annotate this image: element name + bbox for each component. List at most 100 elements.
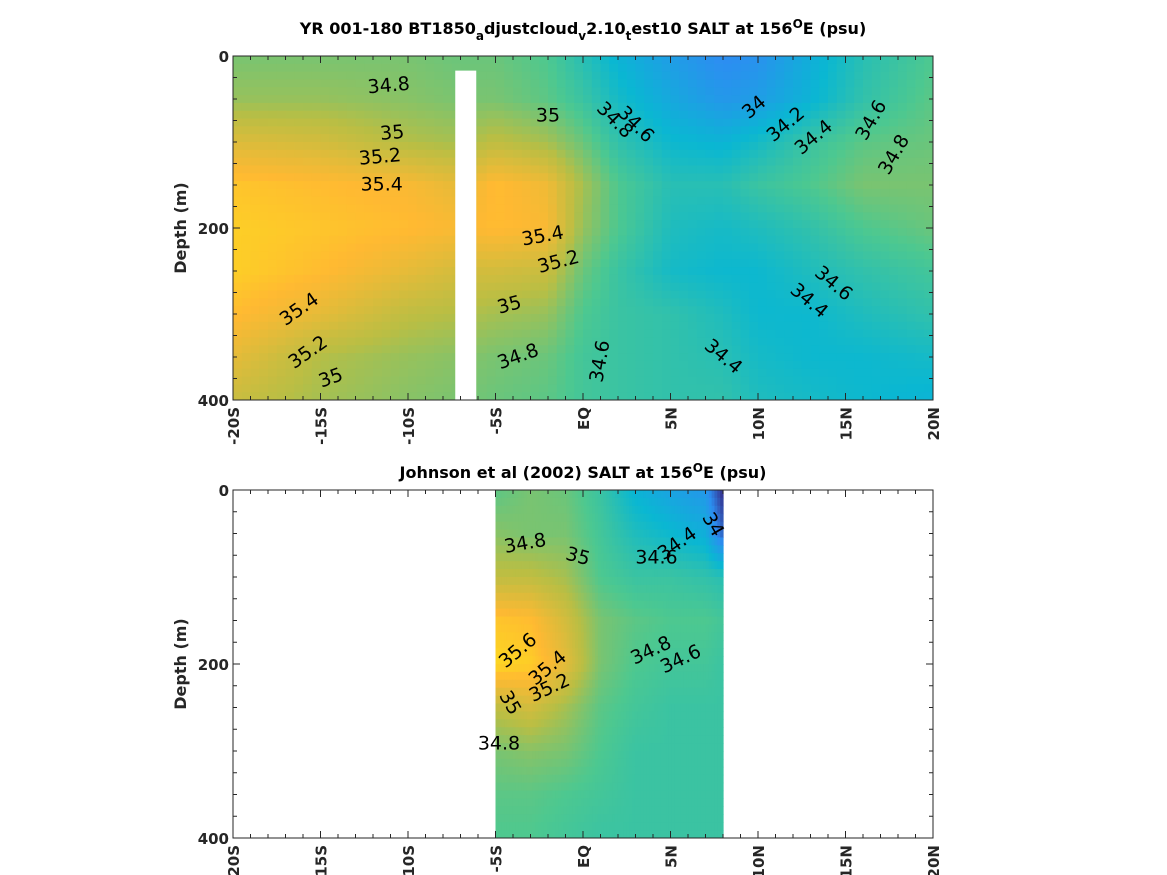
heatmap-cell	[552, 592, 556, 602]
heatmap-cell	[758, 306, 768, 315]
heatmap-cell	[512, 513, 517, 523]
heatmap-cell	[539, 212, 549, 221]
heatmap-cell	[671, 553, 676, 562]
heatmap-cell	[654, 490, 659, 499]
heatmap-cell	[478, 251, 488, 260]
heatmap-cell	[731, 376, 742, 385]
heatmap-cell	[583, 392, 593, 400]
heatmap-cell	[775, 384, 785, 393]
heatmap-cell	[355, 321, 365, 331]
heatmap-cell	[565, 126, 575, 135]
heatmap-cell	[552, 600, 556, 610]
heatmap-cell	[583, 235, 593, 245]
heatmap-cell	[775, 290, 785, 299]
heatmap-cell	[635, 157, 645, 167]
heatmap-cell	[233, 360, 243, 370]
heatmap-cell	[478, 329, 488, 339]
heatmap-cell	[915, 63, 925, 73]
heatmap-cell	[556, 392, 567, 400]
heatmap-cell	[775, 204, 785, 213]
heatmap-cell	[469, 63, 479, 73]
heatmap-cell	[364, 165, 374, 174]
heatmap-cell	[338, 353, 348, 362]
heatmap-cell	[515, 529, 519, 539]
heatmap-cell	[705, 345, 715, 354]
heatmap-cell	[635, 314, 645, 323]
heatmap-cell	[845, 274, 855, 284]
heatmap-cell	[478, 118, 488, 127]
heatmap-cell	[609, 56, 619, 65]
heatmap-cell	[543, 561, 548, 570]
heatmap-cell	[566, 584, 571, 594]
heatmap-cell	[574, 110, 584, 120]
heatmap-cell	[705, 537, 710, 546]
heatmap-cell	[338, 329, 348, 339]
heatmap-cell	[723, 353, 733, 362]
heatmap-cell	[346, 384, 357, 393]
heatmap-cell	[617, 513, 622, 523]
heatmap-cell	[443, 173, 453, 182]
heatmap-cell	[668, 545, 673, 554]
heatmap-cell	[416, 321, 427, 331]
heatmap-cell	[364, 243, 374, 253]
heatmap-cell	[526, 513, 531, 523]
heatmap-cell	[651, 569, 656, 578]
heatmap-cell	[845, 290, 855, 299]
heatmap-cell	[643, 521, 647, 531]
heatmap-cell	[871, 282, 882, 292]
heatmap-cell	[566, 490, 571, 499]
heatmap-cell	[478, 126, 488, 135]
heatmap-cell	[521, 87, 532, 96]
heatmap-cell	[723, 243, 733, 253]
heatmap-cell	[586, 505, 590, 515]
heatmap-cell	[618, 173, 628, 182]
heatmap-cell	[614, 529, 619, 539]
heatmap-cell	[364, 259, 374, 268]
heatmap-cell	[644, 204, 654, 213]
heatmap-cell	[556, 274, 567, 284]
heatmap-cell	[657, 537, 662, 546]
heatmap-cell	[644, 376, 654, 385]
heatmap-cell	[495, 56, 505, 65]
heatmap-cell	[703, 521, 707, 531]
heatmap-cell	[538, 584, 542, 594]
heatmap-cell	[530, 306, 540, 315]
heatmap-cell	[663, 513, 667, 523]
heatmap-cell	[801, 126, 812, 135]
heatmap-cell	[810, 290, 820, 299]
heatmap-cell	[541, 505, 545, 515]
heatmap-cell	[233, 251, 243, 260]
heatmap-cell	[845, 392, 855, 400]
heatmap-cell	[863, 142, 873, 151]
heatmap-cell	[661, 87, 672, 96]
heatmap-cell	[653, 345, 663, 354]
heatmap-cell	[233, 87, 243, 96]
heatmap-cell	[810, 220, 820, 229]
heatmap-cell	[653, 321, 663, 331]
heatmap-cell	[574, 102, 584, 112]
heatmap-cell	[666, 537, 670, 546]
heatmap-cell	[589, 497, 593, 507]
heatmap-cell	[810, 267, 820, 276]
heatmap-cell	[434, 118, 444, 127]
heatmap-cell	[863, 298, 873, 307]
heatmap-cell	[644, 188, 654, 198]
heatmap-cell	[775, 321, 785, 331]
heatmap-cell	[250, 329, 260, 339]
heatmap-cell	[250, 274, 260, 284]
heatmap-cell	[434, 353, 444, 362]
heatmap-cell	[434, 181, 444, 190]
heatmap-cell	[416, 290, 427, 299]
heatmap-cell	[233, 95, 243, 104]
heatmap-cell	[556, 102, 567, 112]
heatmap-cell	[871, 360, 882, 370]
heatmap-cell	[703, 584, 707, 594]
heatmap-cell	[586, 513, 590, 523]
heatmap-cell	[845, 267, 855, 276]
heatmap-cell	[775, 173, 785, 182]
heatmap-cell	[845, 142, 855, 151]
heatmap-cell	[801, 102, 812, 112]
heatmap-cell	[541, 592, 545, 602]
heatmap-cell	[294, 220, 304, 229]
heatmap-cell	[634, 505, 639, 515]
